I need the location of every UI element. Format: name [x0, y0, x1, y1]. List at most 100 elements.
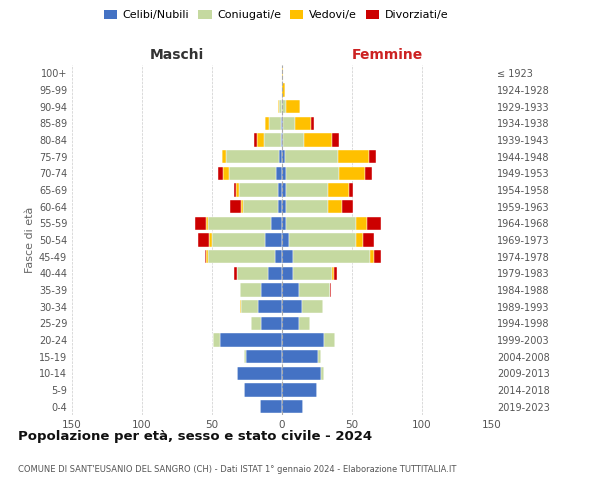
Bar — [302, 300, 323, 314]
Bar — [237, 266, 268, 280]
Bar — [198, 234, 209, 246]
Bar — [206, 250, 208, 264]
Bar — [236, 184, 239, 196]
Bar — [278, 200, 282, 213]
Bar — [265, 234, 282, 246]
Bar — [328, 184, 349, 196]
Y-axis label: Fasce di età: Fasce di età — [25, 207, 35, 273]
Bar — [245, 350, 282, 364]
Bar — [286, 200, 328, 213]
Bar — [240, 284, 261, 296]
Bar — [260, 400, 282, 413]
Bar — [282, 300, 302, 314]
Bar — [282, 184, 286, 196]
Bar — [282, 234, 289, 246]
Bar — [299, 284, 329, 296]
Bar — [268, 266, 282, 280]
Bar — [279, 100, 282, 114]
Bar — [235, 184, 236, 196]
Bar — [218, 166, 223, 180]
Bar — [258, 300, 282, 314]
Bar — [261, 316, 282, 330]
Bar — [244, 384, 282, 396]
Bar — [282, 266, 293, 280]
Bar — [332, 134, 340, 146]
Bar — [286, 216, 356, 230]
Bar — [209, 234, 212, 246]
Bar — [289, 234, 356, 246]
Bar — [195, 216, 206, 230]
Bar — [282, 334, 324, 346]
Bar — [356, 216, 367, 230]
Bar — [282, 284, 299, 296]
Bar — [214, 334, 220, 346]
Bar — [329, 284, 331, 296]
Bar — [208, 216, 271, 230]
Bar — [235, 266, 237, 280]
Bar — [229, 166, 277, 180]
Bar — [282, 84, 285, 96]
Bar — [281, 116, 282, 130]
Bar — [286, 166, 340, 180]
Bar — [241, 200, 243, 213]
Text: Femmine: Femmine — [352, 48, 422, 62]
Bar — [282, 250, 293, 264]
Bar — [295, 116, 311, 130]
Bar — [304, 134, 332, 146]
Bar — [281, 134, 282, 146]
Bar — [363, 234, 374, 246]
Bar — [282, 216, 286, 230]
Bar — [332, 266, 334, 280]
Bar — [206, 216, 208, 230]
Bar — [282, 200, 286, 213]
Bar — [208, 250, 275, 264]
Bar — [282, 366, 321, 380]
Bar — [251, 316, 261, 330]
Bar — [286, 184, 328, 196]
Bar — [282, 66, 283, 80]
Bar — [282, 100, 286, 114]
Bar — [230, 200, 241, 213]
Bar — [340, 166, 365, 180]
Bar — [293, 266, 332, 280]
Bar — [278, 184, 282, 196]
Bar — [342, 200, 353, 213]
Bar — [226, 150, 279, 164]
Bar — [279, 150, 282, 164]
Bar — [264, 134, 281, 146]
Bar — [237, 366, 282, 380]
Bar — [282, 400, 303, 413]
Bar — [282, 166, 286, 180]
Bar — [222, 150, 226, 164]
Bar — [374, 250, 382, 264]
Bar — [299, 316, 310, 330]
Bar — [243, 200, 278, 213]
Bar — [338, 150, 369, 164]
Bar — [282, 384, 317, 396]
Bar — [356, 234, 363, 246]
Bar — [282, 350, 319, 364]
Bar — [265, 116, 269, 130]
Bar — [261, 284, 282, 296]
Bar — [334, 266, 337, 280]
Bar — [220, 334, 282, 346]
Text: Maschi: Maschi — [150, 48, 204, 62]
Bar — [293, 250, 370, 264]
Bar — [319, 350, 321, 364]
Bar — [223, 166, 229, 180]
Bar — [244, 350, 245, 364]
Bar — [367, 216, 382, 230]
Bar — [212, 234, 265, 246]
Bar — [283, 116, 295, 130]
Bar — [324, 334, 335, 346]
Bar — [369, 150, 376, 164]
Bar — [283, 134, 304, 146]
Text: Popolazione per età, sesso e stato civile - 2024: Popolazione per età, sesso e stato civil… — [18, 430, 372, 443]
Bar — [285, 150, 338, 164]
Bar — [328, 200, 342, 213]
Text: COMUNE DI SANT'EUSANIO DEL SANGRO (CH) - Dati ISTAT 1° gennaio 2024 - Elaborazio: COMUNE DI SANT'EUSANIO DEL SANGRO (CH) -… — [18, 465, 457, 474]
Bar — [205, 250, 206, 264]
Bar — [257, 134, 264, 146]
Bar — [349, 184, 353, 196]
Bar — [282, 134, 283, 146]
